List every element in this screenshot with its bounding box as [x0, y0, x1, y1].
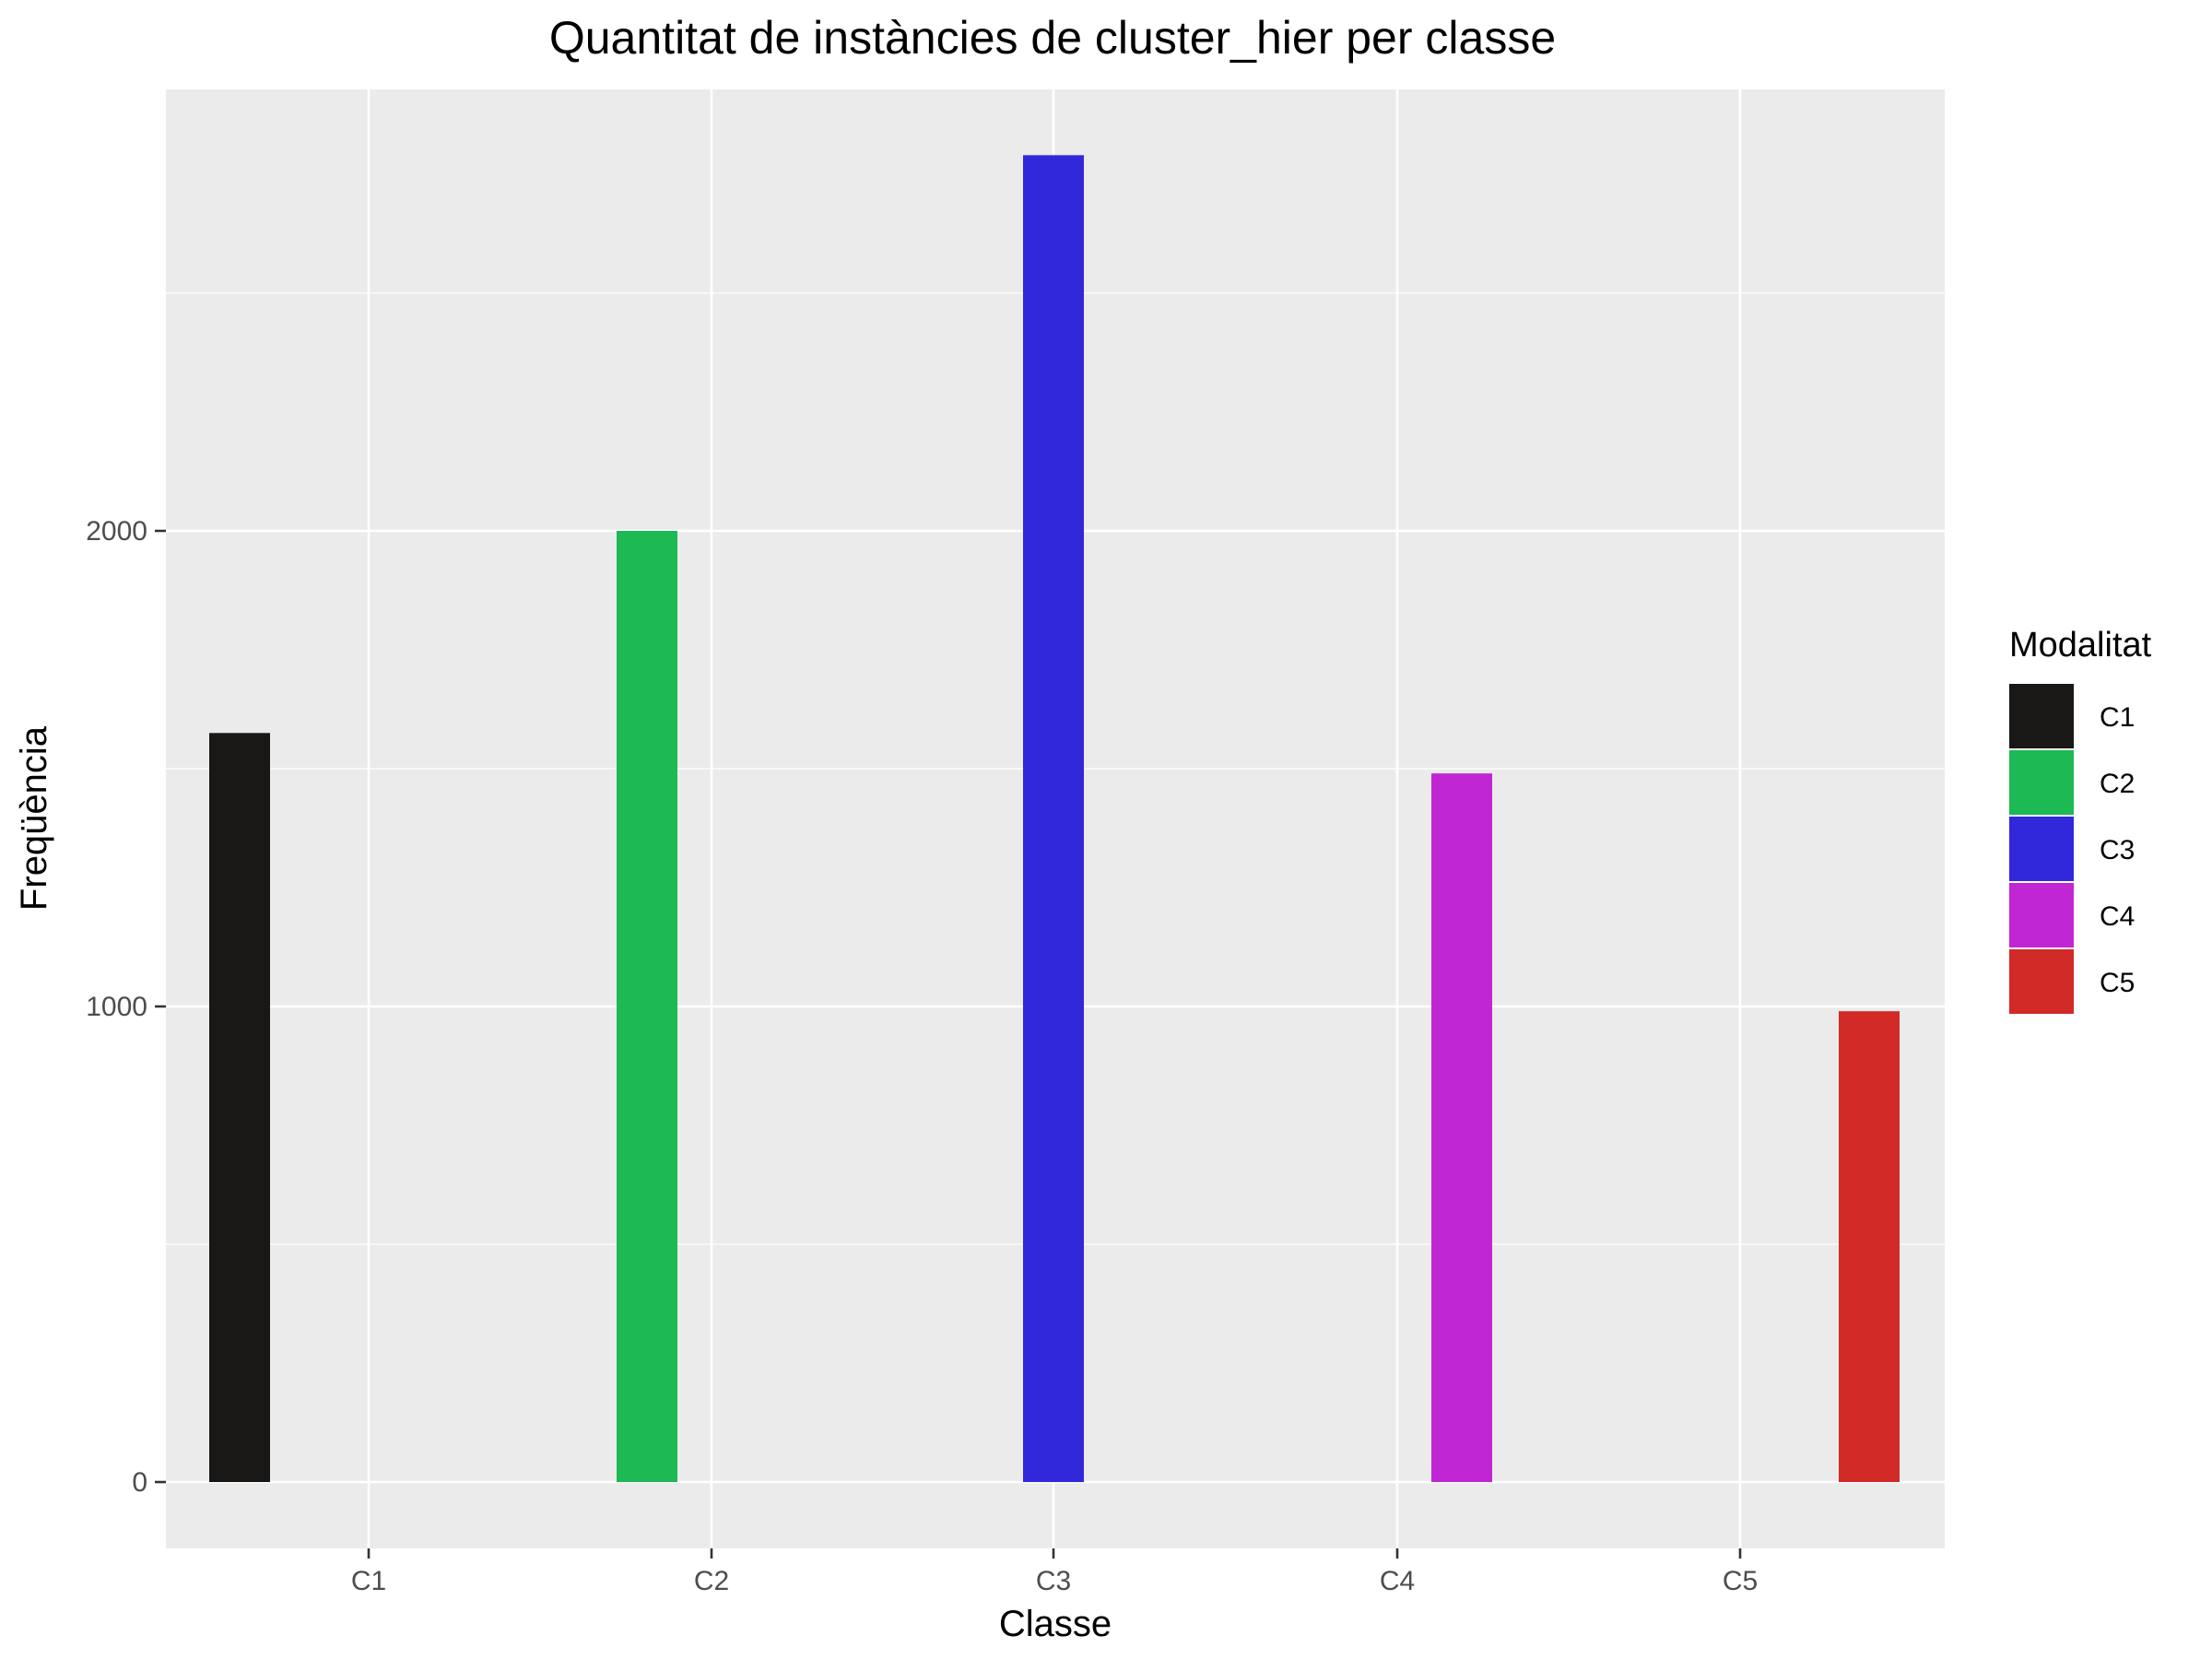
chart-title: Quantitat de instàncies de cluster_hier … [549, 12, 1556, 64]
legend-key-c4 [2009, 883, 2074, 947]
legend-label: C4 [2100, 901, 2135, 932]
x-tick-label: C2 [694, 1566, 729, 1596]
legend-key-c2 [2009, 750, 2074, 815]
x-tick-label: C1 [351, 1566, 386, 1596]
x-tick-label: C5 [1723, 1566, 1758, 1596]
bar-c2-c2 [617, 531, 677, 1482]
legend-label: C2 [2100, 769, 2135, 799]
bar-c4-c4 [1431, 773, 1492, 1482]
y-tick-label: 1000 [86, 992, 147, 1022]
legend-label: C1 [2100, 702, 2135, 733]
bars [209, 155, 1900, 1483]
y-axis-title: Freqüència [14, 725, 54, 911]
legend-key-c1 [2009, 684, 2074, 748]
legend-key-c3 [2009, 817, 2074, 881]
y-axis: 0 1000 2000 [86, 516, 166, 1498]
legend-key-c5 [2009, 949, 2074, 1014]
legend-label: C3 [2100, 835, 2135, 865]
x-axis-title: Classe [999, 1604, 1112, 1644]
x-tick-label: C3 [1036, 1566, 1071, 1596]
bar-c3-c3 [1023, 155, 1084, 1483]
y-tick-label: 2000 [86, 516, 147, 547]
bar-c1-c1 [209, 733, 270, 1482]
legend: Modalitat C1 C2 C3 C4 C5 [2009, 626, 2152, 1014]
legend-title: Modalitat [2009, 626, 2152, 665]
bar-c5-c5 [1839, 1011, 1900, 1482]
x-axis: C1 C2 C3 C4 C5 [351, 1548, 1758, 1596]
legend-label: C5 [2100, 968, 2135, 998]
legend-entries: C1 C2 C3 C4 C5 [2009, 684, 2135, 1014]
y-tick-label: 0 [132, 1467, 147, 1498]
x-tick-label: C4 [1380, 1566, 1415, 1596]
